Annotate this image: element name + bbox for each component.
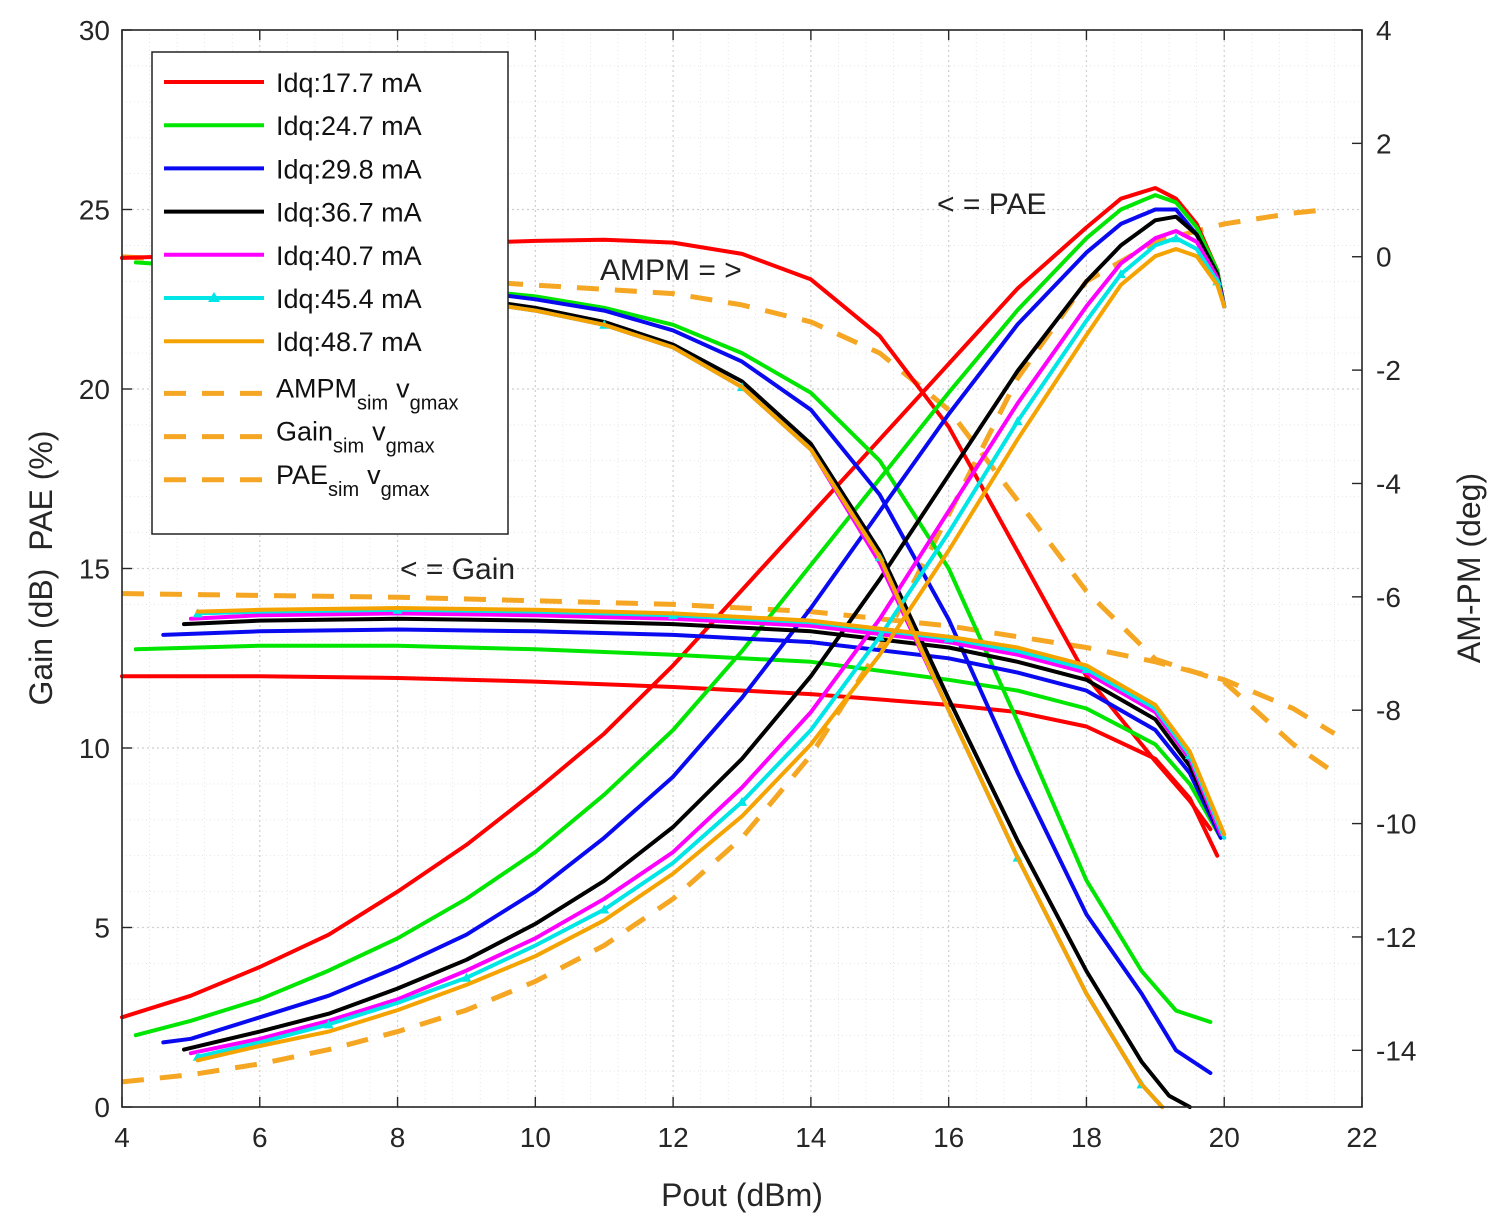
legend-label: Idq:36.7 mA xyxy=(276,198,422,228)
y-left-tick-label: 30 xyxy=(79,15,110,46)
series-4-pae-line xyxy=(188,229,1227,1056)
y-left-tick-label: 5 xyxy=(94,913,110,944)
y-right-tick-label: -14 xyxy=(1376,1035,1416,1066)
legend-marker xyxy=(208,292,220,302)
series-6-gain-line xyxy=(195,606,1227,837)
series-1-gain-line xyxy=(133,643,1223,840)
legend-label: Idq:24.7 mA xyxy=(276,111,422,141)
x-tick-label: 12 xyxy=(658,1122,689,1153)
series-5-pae-marker xyxy=(737,796,747,806)
series-5-pae-marker xyxy=(599,904,610,914)
y-axis-label-right: AM-PM (deg) xyxy=(1451,473,1487,663)
series-5-pae-marker xyxy=(323,1019,334,1029)
series-0-pae-line xyxy=(120,186,1227,1020)
legend-label: Idq:48.7 mA xyxy=(276,327,422,357)
series-5-pae-marker xyxy=(1171,233,1181,243)
sim-series-line-2 xyxy=(121,207,1328,1085)
y-right-tick-label: 0 xyxy=(1376,242,1392,273)
x-tick-label: 6 xyxy=(252,1122,268,1153)
y-right-tick-label: -6 xyxy=(1376,582,1401,613)
series-1-pae-line xyxy=(133,193,1227,1038)
y-right-tick-label: -12 xyxy=(1376,922,1416,953)
y-left-tick-label: 20 xyxy=(79,374,110,405)
y-right-tick-label: -4 xyxy=(1376,468,1401,499)
legend: Idq:17.7 mA Idq:24.7 mA Idq:29.8 mA Idq:36.… xyxy=(151,51,509,535)
series-6-pae-line xyxy=(195,247,1227,1063)
y-left-tick-label: 0 xyxy=(94,1092,110,1123)
x-tick-label: 22 xyxy=(1346,1122,1377,1153)
legend-label: Idq:45.4 mA xyxy=(276,284,422,314)
legend-label-sim: AMPMsim vgmax xyxy=(276,373,459,414)
annotation-ampm: AMPM = > xyxy=(600,254,742,287)
annotation-pae: < = PAE xyxy=(937,188,1047,221)
legend-label: Idq:40.7 mA xyxy=(276,241,422,271)
legend-label: Idq:29.8 mA xyxy=(276,154,422,184)
y-axis-label-left: Gain (dB) PAE (%) xyxy=(23,430,59,705)
x-tick-label: 18 xyxy=(1071,1122,1102,1153)
legend-label: Idq:17.7 mA xyxy=(276,68,422,98)
legend-entries: Idq:17.7 mA Idq:24.7 mA Idq:29.8 mA Idq:36.… xyxy=(164,68,459,501)
legend-box xyxy=(151,51,509,535)
x-tick-label: 14 xyxy=(795,1122,826,1153)
y-left-tick-label: 15 xyxy=(79,554,110,585)
x-tick-label: 10 xyxy=(520,1122,551,1153)
y-right-tick-label: -2 xyxy=(1376,355,1401,386)
y-right-tick-label: 4 xyxy=(1376,15,1392,46)
series-2-pae-line xyxy=(161,207,1227,1045)
x-tick-label: 4 xyxy=(114,1122,130,1153)
series-2-gain-line xyxy=(161,627,1223,840)
y-left-tick-label: 25 xyxy=(79,195,110,226)
x-tick-label: 8 xyxy=(390,1122,406,1153)
y-right-tick-label: 2 xyxy=(1376,128,1392,159)
x-tick-label: 16 xyxy=(933,1122,964,1153)
y-left-tick-label: 10 xyxy=(79,733,110,764)
x-tick-label: 20 xyxy=(1209,1122,1240,1153)
annotation-gain: < = Gain xyxy=(400,553,515,586)
series-5-pae-marker xyxy=(1115,269,1126,279)
y-right-tick-label: -10 xyxy=(1376,809,1416,840)
series-5-pae-line xyxy=(195,236,1227,1059)
x-axis-label: Pout (dBm) xyxy=(661,1177,823,1213)
legend-label-sim: PAEsim vgmax xyxy=(276,460,430,501)
legend-label-sim: Gainsim vgmax xyxy=(276,417,435,458)
series-5-pae-marker xyxy=(1012,416,1023,426)
series-5-pae-marker xyxy=(874,631,885,641)
series-5-gain-marker xyxy=(1081,664,1092,674)
series-5-pae-marker xyxy=(461,972,472,982)
y-right-tick-label: -8 xyxy=(1376,695,1401,726)
